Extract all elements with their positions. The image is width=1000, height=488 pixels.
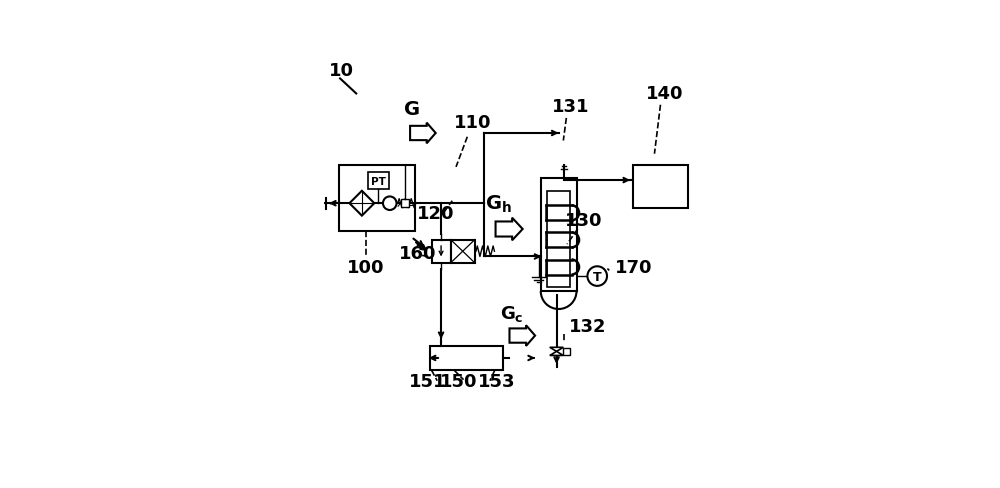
Text: T: T	[593, 270, 602, 283]
Text: 170: 170	[615, 258, 652, 276]
Text: 151: 151	[409, 372, 447, 390]
Text: 132: 132	[569, 317, 606, 335]
Text: 130: 130	[565, 212, 602, 230]
FancyArrow shape	[410, 123, 436, 144]
Text: 110: 110	[454, 114, 492, 132]
Bar	[541, 179, 577, 291]
Bar	[547, 192, 570, 288]
Polygon shape	[550, 352, 563, 356]
Text: 100: 100	[347, 259, 384, 277]
Bar	[368, 173, 389, 190]
Text: 160: 160	[399, 244, 436, 263]
FancyArrow shape	[509, 325, 535, 346]
Circle shape	[383, 197, 397, 210]
Text: 131: 131	[552, 98, 590, 116]
Polygon shape	[550, 347, 563, 352]
Bar	[563, 348, 570, 355]
Bar	[432, 240, 451, 264]
Text: G: G	[404, 100, 420, 119]
Text: $\mathbf{G_c}$: $\mathbf{G_c}$	[500, 304, 524, 324]
FancyArrow shape	[496, 218, 523, 241]
Text: 140: 140	[646, 85, 684, 103]
Circle shape	[587, 267, 607, 286]
Text: 150: 150	[440, 372, 478, 390]
Text: PT: PT	[371, 177, 386, 186]
Bar	[401, 200, 409, 208]
Text: 120: 120	[417, 204, 454, 222]
Text: 153: 153	[478, 372, 515, 390]
Bar	[451, 240, 475, 264]
Text: $\mathbf{G_h}$: $\mathbf{G_h}$	[485, 193, 512, 215]
Bar	[430, 346, 503, 370]
Bar	[633, 165, 688, 209]
Text: 10: 10	[329, 61, 354, 80]
Polygon shape	[349, 191, 374, 216]
Bar	[339, 165, 415, 231]
